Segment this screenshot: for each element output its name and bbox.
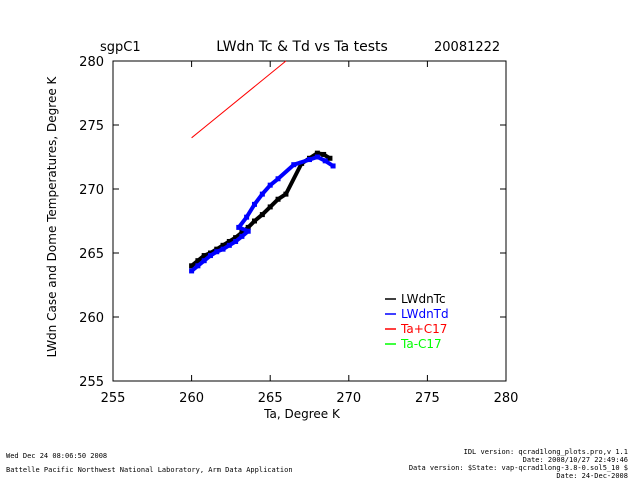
- footer-file-date: Date: 2008/10/27 22:49:46: [522, 456, 628, 464]
- series-LWdnTd: [189, 154, 336, 274]
- y-axis: 255 260 265 270 275 280: [79, 55, 506, 390]
- data-point: [233, 238, 239, 244]
- data-point: [283, 191, 289, 197]
- data-point: [220, 246, 226, 252]
- x-tick-label: 280: [494, 391, 519, 406]
- site-label: sgpC1: [100, 40, 141, 55]
- legend-label: LWdnTc: [401, 292, 446, 306]
- data-point: [226, 238, 232, 244]
- x-axis: 255 260 265 270 275 280: [101, 61, 519, 406]
- data-point: [201, 253, 207, 259]
- data-point: [207, 250, 213, 256]
- data-point: [244, 214, 250, 220]
- series-Ta+C17: [191, 60, 287, 139]
- footer-run-date: Date: 24-Dec-2008: [556, 472, 628, 480]
- data-point: [322, 158, 328, 164]
- y-tick-label: 255: [79, 375, 104, 390]
- footer-timestamp: Wed Dec 24 08:06:50 2008: [6, 452, 108, 460]
- data-point: [195, 263, 201, 269]
- legend-label: Ta-C17: [400, 337, 442, 351]
- data-point: [307, 157, 312, 163]
- data-point: [245, 228, 251, 234]
- data-point: [251, 201, 257, 207]
- data-point: [259, 191, 265, 197]
- data-point: [226, 242, 232, 248]
- data-point: [251, 218, 257, 224]
- data-point: [189, 263, 195, 269]
- data-point: [195, 258, 201, 264]
- series-layer: [189, 60, 336, 274]
- data-point: [239, 233, 245, 239]
- data-point: [233, 235, 239, 241]
- data-point: [220, 242, 226, 248]
- data-point: [236, 224, 242, 230]
- data-point: [189, 268, 195, 274]
- y-axis-label: LWdn Case and Dome Temperatures, Degree …: [45, 75, 59, 357]
- data-point: [239, 230, 245, 236]
- data-point: [259, 212, 265, 218]
- footer-data-version: Data version: $State: vap-qcrad1long-3.8…: [408, 464, 628, 472]
- data-point: [321, 151, 327, 157]
- x-tick-label: 255: [101, 391, 126, 406]
- x-tick-label: 270: [336, 391, 361, 406]
- legend-label: Ta+C17: [400, 322, 447, 336]
- data-point: [214, 246, 220, 252]
- legend-label: LWdnTd: [401, 307, 449, 321]
- footer-idl-version: IDL version: qcrad1long_plots.pro,v 1.1: [463, 448, 628, 456]
- date-label: 20081222: [434, 40, 500, 55]
- data-point: [267, 204, 273, 210]
- data-point: [207, 253, 213, 259]
- x-tick-label: 265: [258, 391, 283, 406]
- data-point: [314, 150, 320, 156]
- chart-title: LWdn Tc & Td vs Ta tests: [216, 39, 388, 55]
- data-point: [267, 182, 273, 188]
- plot-frame: [112, 60, 507, 382]
- data-point: [275, 196, 281, 202]
- series-trace: [189, 151, 332, 268]
- x-tick-label: 275: [415, 391, 440, 406]
- y-tick-label: 265: [79, 247, 104, 262]
- x-axis-label: Ta, Degree K: [263, 407, 341, 421]
- series-LWdnTc: [189, 150, 333, 269]
- y-tick-label: 280: [79, 55, 104, 70]
- data-point: [327, 155, 333, 161]
- data-point: [275, 176, 281, 182]
- data-point: [201, 258, 207, 264]
- data-point: [245, 224, 251, 230]
- data-point: [330, 163, 336, 169]
- x-tick-label: 260: [179, 391, 204, 406]
- data-point: [291, 162, 297, 168]
- data-point: [214, 249, 220, 255]
- y-tick-label: 270: [79, 183, 104, 198]
- y-tick-label: 260: [79, 311, 104, 326]
- y-tick-label: 275: [79, 119, 104, 134]
- footer-org: Battelle Pacific Northwest National Labo…: [6, 466, 293, 474]
- series-line: [191, 60, 287, 139]
- data-point: [314, 154, 320, 160]
